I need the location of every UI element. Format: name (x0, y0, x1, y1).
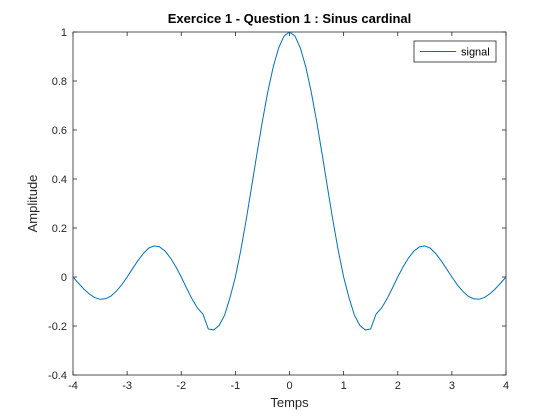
y-tick-label: 0.6 (52, 125, 67, 137)
x-tick-label: 2 (395, 380, 401, 392)
y-axis-label: Amplitude (25, 175, 40, 233)
chart-title: Exercice 1 - Question 1 : Sinus cardinal (168, 11, 411, 26)
x-tick-label: 4 (503, 380, 509, 392)
x-tick-label: 0 (286, 380, 292, 392)
x-tick-label: -2 (176, 380, 186, 392)
axes-box (72, 31, 507, 376)
x-tick-label: -4 (68, 380, 78, 392)
x-tick-label: -1 (230, 380, 240, 392)
y-tick-label: -0.2 (48, 321, 67, 333)
y-tick-label: -0.4 (48, 370, 67, 382)
y-tick-label: 0.2 (52, 223, 67, 235)
series-line-signal (72, 31, 507, 331)
x-tick-label: 1 (341, 380, 347, 392)
legend-label: signal (461, 47, 490, 59)
legend: signal (413, 40, 497, 63)
x-axis-label: Temps (270, 395, 309, 410)
y-tick-label: 0.8 (52, 76, 67, 88)
x-tick-label: -3 (122, 380, 132, 392)
y-tick-label: 0 (61, 272, 67, 284)
y-tick-label: 1 (61, 27, 67, 39)
plot-area: -4 -3 -2 -1 0 1 2 3 4 -0.4 -0.2 0 0.2 0.4 0.6 0.8 1 (48, 27, 509, 392)
x-tick-label: 3 (449, 380, 455, 392)
y-tick-label: 0.4 (52, 174, 67, 186)
